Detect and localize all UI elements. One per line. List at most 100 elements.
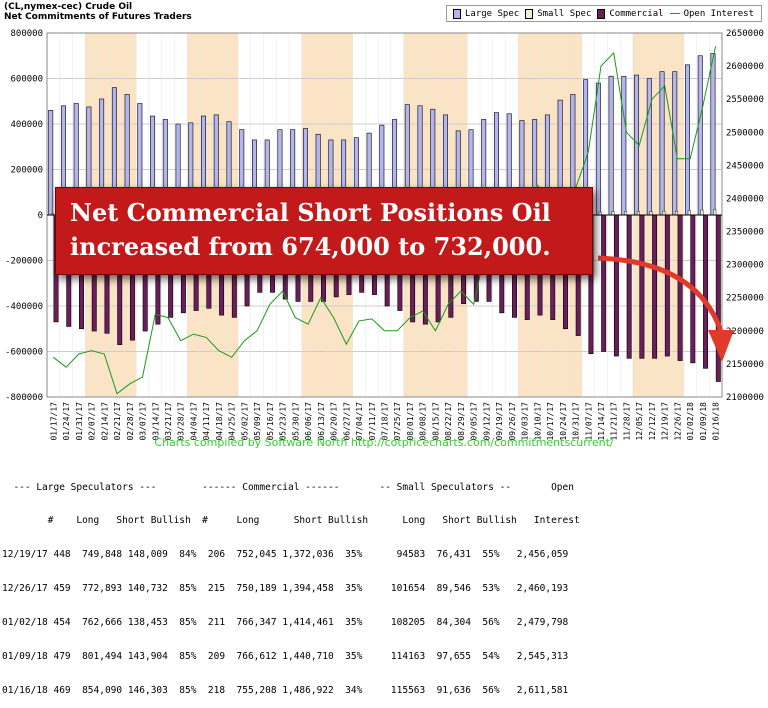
right-tick-label: 2400000 xyxy=(726,194,764,204)
left-tick-label: 800000 xyxy=(10,29,43,39)
left-tick-label: -200000 xyxy=(5,257,43,267)
x-tick-label: 07/04/17 xyxy=(355,402,364,441)
left-axis-labels: 800000 600000 400000 200000 0 -200000 -400000 -… xyxy=(5,29,43,403)
commercial-bar xyxy=(677,214,683,361)
large-spec-bar xyxy=(659,71,665,216)
commercial-bar xyxy=(652,214,658,359)
x-tick-label: 02/07/17 xyxy=(88,402,97,441)
left-tick-label: 600000 xyxy=(10,75,43,85)
x-tick-label: 01/17/17 xyxy=(49,402,58,441)
legend-commercial: Commercial xyxy=(597,8,664,19)
small-spec-bar xyxy=(675,210,679,216)
x-axis-labels: 01/17/17 01/24/17 01/31/17 02/07/17 02/14/17… xyxy=(49,402,720,441)
table-row: 01/02/18 454 762,666 138,453 85% 211 766… xyxy=(2,617,569,629)
chart-credit: Charts compiled by Software North http:/… xyxy=(154,436,614,449)
right-tick-label: 2300000 xyxy=(726,261,764,271)
right-tick-label: 2650000 xyxy=(726,29,764,39)
legend-small-spec-label: Small Spec xyxy=(537,8,592,19)
large-spec-bar xyxy=(646,78,652,216)
legend-open-interest-label: Open Interest xyxy=(683,8,755,19)
chart-symbol: (CL,nymex-cec) Crude Oil xyxy=(4,2,133,12)
x-tick-label: 09/12/17 xyxy=(482,402,491,441)
x-tick-label: 05/16/17 xyxy=(266,402,275,441)
x-tick-label: 11/14/17 xyxy=(597,402,606,441)
small-spec-bar xyxy=(649,211,653,216)
x-tick-label: 11/28/17 xyxy=(622,402,631,441)
x-tick-label: 01/31/17 xyxy=(75,402,84,441)
small-spec-bar xyxy=(700,209,704,216)
large-spec-bar xyxy=(697,55,703,216)
right-tick-label: 2450000 xyxy=(726,161,764,171)
commercial-bar xyxy=(613,214,619,357)
left-tick-label: -800000 xyxy=(5,393,43,403)
large-spec-bar xyxy=(710,53,716,216)
commercial-swatch xyxy=(597,8,606,19)
x-tick-label: 06/20/17 xyxy=(330,402,339,441)
large-spec-swatch xyxy=(453,8,461,19)
x-tick-label: 02/14/17 xyxy=(100,402,109,441)
cot-table: --- Large Speculators --- ------ Commerc… xyxy=(2,459,580,708)
x-tick-label: 01/24/17 xyxy=(62,402,71,441)
x-tick-label: 10/10/17 xyxy=(533,402,542,441)
right-tick-label: 2600000 xyxy=(726,62,764,72)
x-tick-label: 02/21/17 xyxy=(113,402,122,441)
x-tick-label: 08/08/17 xyxy=(419,402,428,441)
small-spec-bar xyxy=(611,211,615,216)
x-tick-label: 12/19/17 xyxy=(661,402,670,441)
x-tick-label: 07/11/17 xyxy=(368,402,377,441)
x-tick-label: 09/19/17 xyxy=(495,402,504,441)
x-tick-label: 11/21/17 xyxy=(610,402,619,441)
commercial-bar xyxy=(601,214,607,352)
small-spec-bar xyxy=(662,210,666,216)
x-tick-label: 06/27/17 xyxy=(342,402,351,441)
small-spec-bar xyxy=(687,210,691,216)
table-group-headers: --- Large Speculators --- ------ Commerc… xyxy=(2,481,574,493)
legend-commercial-label: Commercial xyxy=(609,8,664,19)
x-tick-label: 10/31/17 xyxy=(572,402,581,441)
annotation-line-2: increased from 674,000 to 732,000. xyxy=(70,232,551,261)
left-tick-label: 400000 xyxy=(10,120,43,130)
x-tick-label: 11/07/17 xyxy=(584,402,593,441)
right-tick-label: 2100000 xyxy=(726,393,764,403)
open-interest-swatch xyxy=(669,13,680,14)
x-tick-label: 05/23/17 xyxy=(279,402,288,441)
x-tick-label: 03/21/17 xyxy=(164,402,173,441)
x-tick-label: 05/30/17 xyxy=(291,402,300,441)
legend-open-interest: Open Interest xyxy=(669,8,755,19)
table-row: 12/19/17 448 749,848 148,009 84% 206 752… xyxy=(2,549,569,561)
chart-subtitle: Net Commitments of Futures Traders xyxy=(4,12,192,22)
right-tick-label: 2350000 xyxy=(726,228,764,238)
x-tick-label: 05/02/17 xyxy=(240,402,249,441)
right-axis-labels: 2650000 2600000 2550000 2500000 2450000 24000… xyxy=(726,29,764,403)
left-tick-label: -600000 xyxy=(5,348,43,358)
annotation-banner: Net Commercial Short Positions Oil incre… xyxy=(55,187,593,275)
x-tick-label: 04/25/17 xyxy=(228,402,237,441)
right-tick-label: 2150000 xyxy=(726,360,764,370)
x-tick-label: 12/26/17 xyxy=(673,402,682,441)
small-spec-bar xyxy=(636,211,640,216)
right-tick-label: 2500000 xyxy=(726,128,764,138)
commercial-bar xyxy=(703,214,709,369)
x-tick-label: 10/03/17 xyxy=(521,402,530,441)
left-tick-label: 200000 xyxy=(10,166,43,176)
left-tick-label: 0 xyxy=(38,211,43,221)
x-tick-label: 04/04/17 xyxy=(189,402,198,441)
x-tick-label: 01/02/18 xyxy=(686,402,695,441)
table-column-headers: # Long Short Bullish # Long Short Bullis… xyxy=(2,515,580,527)
x-tick-label: 09/05/17 xyxy=(470,402,479,441)
x-tick-label: 03/28/17 xyxy=(177,402,186,441)
x-tick-label: 07/18/17 xyxy=(381,402,390,441)
large-spec-bar xyxy=(595,82,601,216)
x-tick-label: 12/05/17 xyxy=(635,402,644,441)
x-tick-label: 03/14/17 xyxy=(151,402,160,441)
legend: Large Spec Small Spec Commercial Open In… xyxy=(446,5,762,22)
x-tick-label: 04/11/17 xyxy=(202,402,211,441)
x-tick-label: 05/09/17 xyxy=(253,402,262,441)
annotation-line-1: Net Commercial Short Positions Oil xyxy=(70,198,551,227)
x-tick-label: 08/29/17 xyxy=(457,402,466,441)
large-spec-bar xyxy=(608,75,614,216)
x-tick-label: 12/12/17 xyxy=(648,402,657,441)
legend-large-spec: Large Spec xyxy=(453,8,519,19)
x-tick-label: 06/13/17 xyxy=(317,402,326,441)
x-tick-label: 10/24/17 xyxy=(559,402,568,441)
